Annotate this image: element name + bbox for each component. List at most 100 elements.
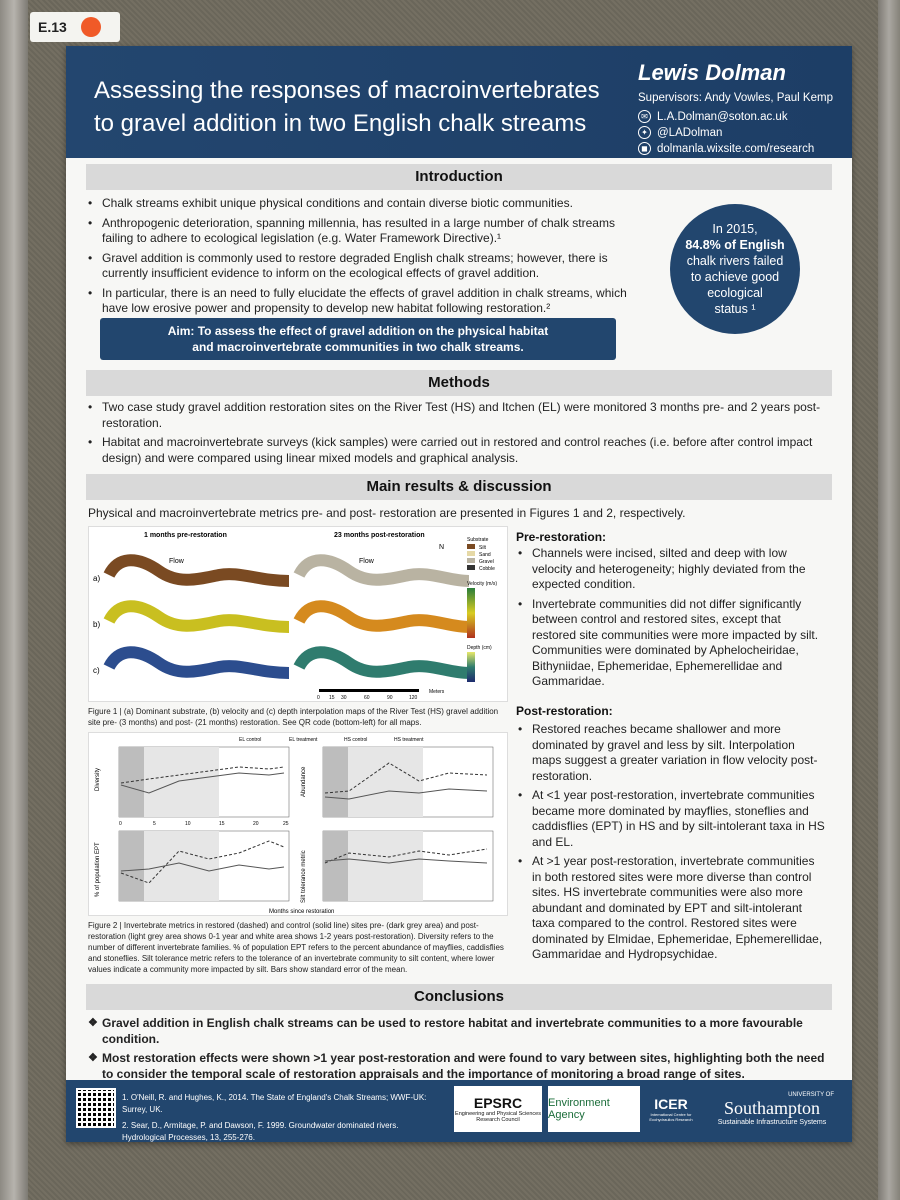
substrate-map-pre xyxy=(103,554,290,587)
list-item: In particular, there is an need to fully… xyxy=(86,286,646,317)
legend-velocity-title: Velocity (m/s) xyxy=(467,581,497,587)
results-heading: Main results & discussion xyxy=(86,474,832,500)
fig1-row-a: a) xyxy=(93,574,100,583)
legend-el-treatment: EL treatment xyxy=(289,737,318,743)
board-frame-left xyxy=(0,0,28,1200)
scale-60: 60 xyxy=(364,695,370,701)
fig1-row-b: b) xyxy=(93,620,100,629)
list-item: Gravel addition in English chalk streams… xyxy=(86,1016,826,1047)
legend-depth-title: Depth (cm) xyxy=(467,645,492,651)
xtick-25: 25 xyxy=(283,821,289,827)
poster-header: Assessing the responses of macroinverteb… xyxy=(66,46,852,158)
scale-30: 30 xyxy=(341,695,347,701)
list-item: Restored reaches became shallower and mo… xyxy=(516,722,826,784)
scale-0: 0 xyxy=(317,695,320,701)
southampton-logo: UNIVERSITY OF Southampton Sustainable In… xyxy=(717,1092,834,1126)
xtick-20: 20 xyxy=(253,821,259,827)
red-dot-sticker xyxy=(80,17,101,37)
ept-label: % of population EPT xyxy=(95,842,101,897)
abundance-label: Abundance xyxy=(301,766,307,797)
panel-silt-tolerance: Silt tolerance metric xyxy=(301,830,494,903)
legend-cobble: Cobble xyxy=(479,566,495,572)
legend-hs-treatment: HS treatment xyxy=(394,737,424,743)
reference-2: 2. Sear, D., Armitage, P. and Dawson, F.… xyxy=(122,1121,399,1142)
introduction-list: Chalk streams exhibit unique physical co… xyxy=(86,196,646,321)
legend-gravel: Gravel xyxy=(479,559,494,565)
xtick-10: 10 xyxy=(185,821,191,827)
legend-silt: Silt xyxy=(479,545,487,551)
list-item: Gravel addition is commonly used to rest… xyxy=(86,251,646,282)
velocity-map-post xyxy=(293,600,470,633)
methods-list: Two case study gravel addition restorati… xyxy=(86,400,826,470)
list-item: Anthropogenic deterioration, spanning mi… xyxy=(86,216,646,247)
epsrc-logo: EPSRC Engineering and Physical Sciences … xyxy=(454,1086,542,1132)
silt-label: Silt tolerance metric xyxy=(301,850,307,903)
fig2-xlabel: Months since restoration xyxy=(269,909,334,915)
scale-unit: Meters xyxy=(429,689,445,695)
twitter-icon: ✦ xyxy=(638,126,651,139)
poster-footer: 1. O'Neill, R. and Hughes, K., 2014. The… xyxy=(66,1080,852,1142)
reference-1: 1. O'Neill, R. and Hughes, K., 2014. The… xyxy=(122,1093,427,1114)
figure-2-plots: EL control EL treatment HS control HS tr… xyxy=(95,737,494,915)
contact-email: ✉ L.A.Dolman@soton.ac.uk xyxy=(638,110,788,123)
substrate-map-post xyxy=(293,554,470,587)
list-item: At <1 year post-restoration, invertebrat… xyxy=(516,788,826,850)
supervisors: Supervisors: Andy Vowles, Paul Kemp xyxy=(638,92,833,104)
depth-map-post xyxy=(293,646,470,679)
fig1-col2-label: 23 months post-restoration xyxy=(334,532,425,539)
velocity-map-pre xyxy=(103,600,290,633)
north-arrow: N xyxy=(439,544,444,551)
introduction-heading: Introduction xyxy=(86,164,832,190)
xtick-5: 5 xyxy=(153,821,156,827)
post-restoration-heading: Post-restoration: xyxy=(516,704,613,718)
figure-1: 1 months pre-restoration 23 months post-… xyxy=(88,526,508,702)
diversity-label: Diversity xyxy=(95,768,101,791)
list-item: Two case study gravel addition restorati… xyxy=(86,400,826,431)
pre-restoration-list: Channels were incised, silted and deep w… xyxy=(516,546,826,694)
list-item: At >1 year post-restoration, invertebrat… xyxy=(516,854,826,963)
board-number-tag: E.13 xyxy=(30,12,120,42)
list-item: Invertebrate communities did not differ … xyxy=(516,597,826,690)
contact-twitter: ✦ @LADolman xyxy=(638,126,722,139)
board-frame-right xyxy=(878,0,900,1200)
scale-15: 15 xyxy=(329,695,335,701)
website-icon: ◼ xyxy=(638,142,651,155)
figure-1-maps: 1 months pre-restoration 23 months post-… xyxy=(93,532,497,701)
author-name: Lewis Dolman xyxy=(638,60,786,85)
results-intro: Physical and macroinvertebrate metrics p… xyxy=(88,506,686,520)
statistic-circle: In 2015, 84.8% of English chalk rivers f… xyxy=(670,204,800,334)
icer-logo: ICER International Centre for Ecohydraul… xyxy=(646,1086,696,1132)
figure-1-caption: Figure 1 | (a) Dominant substrate, (b) v… xyxy=(88,707,499,727)
scale-90: 90 xyxy=(387,695,393,701)
methods-heading: Methods xyxy=(86,370,832,396)
poster-title: Assessing the responses of macroinverteb… xyxy=(94,77,600,137)
conclusions-heading: Conclusions xyxy=(86,984,832,1010)
poster: Assessing the responses of macroinverteb… xyxy=(66,46,852,1142)
flow-label-pre: Flow xyxy=(169,558,185,565)
references: 1. O'Neill, R. and Hughes, K., 2014. The… xyxy=(122,1092,442,1142)
qr-code-icon[interactable] xyxy=(76,1088,116,1128)
list-item: Chalk streams exhibit unique physical co… xyxy=(86,196,646,212)
legend-sand: Sand xyxy=(479,552,491,558)
legend-el-control: EL control xyxy=(239,737,261,743)
legend-substrate-title: Substrate xyxy=(467,537,489,543)
list-item: Most restoration effects were shown >1 y… xyxy=(86,1051,826,1082)
fig1-col1-label: 1 months pre-restoration xyxy=(144,532,227,539)
conclusions-list: Gravel addition in English chalk streams… xyxy=(86,1016,826,1086)
xtick-0: 0 xyxy=(119,821,122,827)
post-restoration-list: Restored reaches became shallower and mo… xyxy=(516,722,826,967)
email-icon: ✉ xyxy=(638,110,651,123)
panel-abundance: Abundance xyxy=(301,746,494,818)
legend-hs-control: HS control xyxy=(344,737,367,743)
list-item: Habitat and macroinvertebrate surveys (k… xyxy=(86,435,826,466)
list-item: Channels were incised, silted and deep w… xyxy=(516,546,826,593)
scale-120: 120 xyxy=(409,695,418,701)
fig1-row-c: c) xyxy=(93,666,100,675)
contact-website: ◼ dolmanla.wixsite.com/research xyxy=(638,142,814,155)
flow-label-post: Flow xyxy=(359,558,375,565)
environment-agency-logo: Environment Agency xyxy=(548,1086,640,1132)
xtick-15: 15 xyxy=(219,821,225,827)
figure-2-caption: Figure 2 | Invertebrate metrics in resto… xyxy=(88,921,504,974)
figure-2: EL control EL treatment HS control HS tr… xyxy=(88,732,508,916)
panel-diversity: Diversity xyxy=(95,746,290,818)
